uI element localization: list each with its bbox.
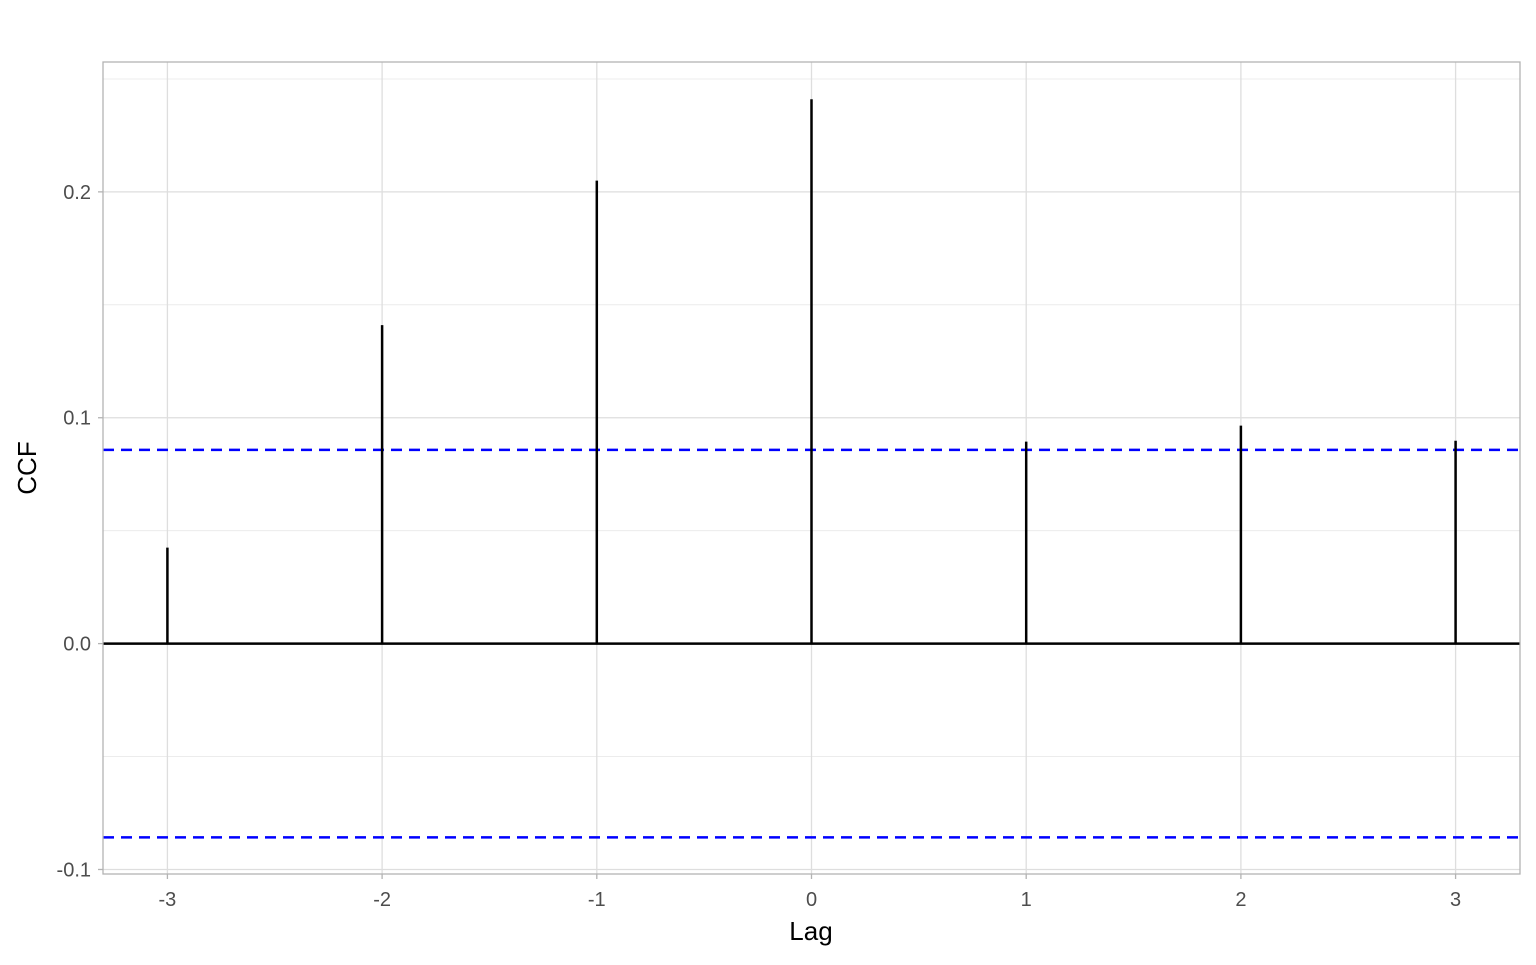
x-tick-label: 3 [1450, 889, 1461, 911]
x-tick-label: 1 [1021, 889, 1032, 911]
x-tick-label: -2 [373, 889, 391, 911]
y-tick-label: 0.1 [63, 408, 91, 430]
x-tick-label: 2 [1235, 889, 1246, 911]
y-axis-ticks: -0.1 0.0 0.1 0.2 [57, 182, 103, 881]
y-tick-label: -0.1 [57, 859, 91, 881]
x-tick-label: -3 [159, 889, 177, 911]
y-tick-label: 0.2 [63, 182, 91, 204]
x-tick-label: -1 [588, 889, 606, 911]
y-axis-label: CCF [12, 441, 42, 494]
x-axis-ticks: -3 -2 -1 0 1 2 3 [159, 874, 1461, 911]
stems [103, 99, 1520, 645]
x-tick-label: 0 [806, 889, 817, 911]
y-tick-label: 0.0 [63, 634, 91, 656]
x-axis-label: Lag [789, 916, 832, 946]
